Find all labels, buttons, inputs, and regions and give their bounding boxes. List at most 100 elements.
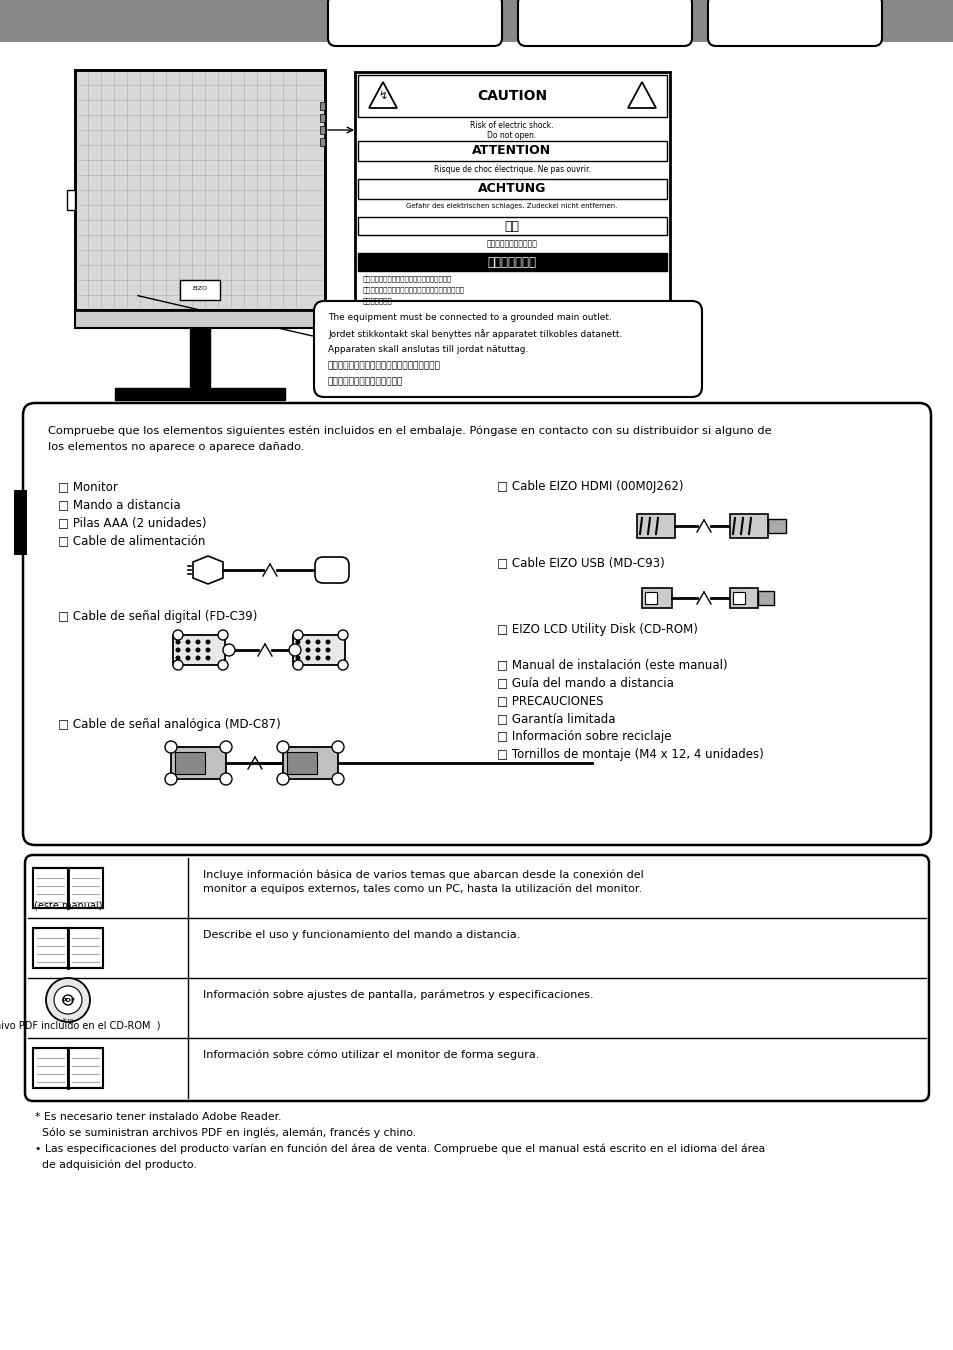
Circle shape (218, 630, 228, 640)
Bar (75, 70, 325, 311)
Circle shape (332, 774, 344, 784)
Text: 有触电危险。请勿打开。: 有触电危险。请勿打开。 (486, 239, 537, 248)
Bar (115, 387, 285, 400)
Circle shape (54, 986, 82, 1014)
Bar (767, 518, 785, 533)
Circle shape (185, 640, 191, 644)
Bar (180, 279, 220, 300)
Circle shape (195, 640, 200, 644)
Text: サービスマン以外の方は蓋のたを避けないでく: サービスマン以外の方は蓋のたを避けないでく (363, 275, 452, 282)
Bar (732, 593, 744, 603)
Text: □ Información sobre reciclaje: □ Información sobre reciclaje (497, 730, 671, 742)
Circle shape (46, 977, 90, 1022)
Text: ると危険です。: ると危険です。 (363, 297, 393, 304)
Text: Información sobre cómo utilizar el monitor de forma segura.: Información sobre cómo utilizar el monit… (203, 1050, 538, 1061)
Bar (0, 0, 953, 42)
Bar (644, 593, 657, 603)
Circle shape (295, 648, 300, 652)
Bar (33, 868, 68, 909)
Bar (190, 328, 210, 387)
Text: ATTENTION: ATTENTION (472, 144, 551, 158)
Circle shape (185, 656, 191, 660)
Text: □ Cable de señal digital (FD-C39): □ Cable de señal digital (FD-C39) (58, 610, 257, 622)
Bar (357, 76, 666, 117)
Text: 電源コードのアースは必ず接地してください。: 電源コードのアースは必ず接地してください。 (328, 360, 440, 370)
Bar (637, 514, 675, 539)
Circle shape (293, 660, 303, 670)
Bar (641, 589, 671, 608)
Text: (este manual): (este manual) (33, 900, 102, 910)
Bar (319, 113, 325, 122)
Bar (283, 747, 337, 779)
FancyBboxPatch shape (328, 0, 501, 46)
Text: 这设备必须连接至接地主插座。: 这设备必须连接至接地主插座。 (328, 377, 403, 386)
Circle shape (63, 995, 73, 1004)
Text: 小心: 小心 (504, 220, 519, 232)
Text: Do not open.: Do not open. (487, 131, 536, 140)
Text: Describe el uso y funcionamiento del mando a distancia.: Describe el uso y funcionamiento del man… (203, 930, 519, 940)
Bar (174, 752, 205, 774)
Circle shape (185, 648, 191, 652)
Text: □ Garantía limitada: □ Garantía limitada (497, 711, 615, 725)
Text: Sólo se suministran archivos PDF en inglés, alemán, francés y chino.: Sólo se suministran archivos PDF en ingl… (35, 1129, 416, 1138)
Text: ださい。内部には異電圧部分が数多くあり、アーかわ: ださい。内部には異電圧部分が数多くあり、アーかわ (363, 286, 464, 293)
Bar (319, 138, 325, 146)
Polygon shape (369, 82, 396, 108)
Text: Gefahr des elektrischen schlages. Zudeckel nicht entfernen.: Gefahr des elektrischen schlages. Zudeck… (406, 202, 617, 209)
Text: Información sobre ajustes de pantalla, parámetros y especificaciones.: Información sobre ajustes de pantalla, p… (203, 990, 593, 1000)
Circle shape (295, 656, 300, 660)
Bar (357, 140, 666, 161)
Circle shape (337, 630, 348, 640)
Circle shape (175, 648, 180, 652)
Text: □ Monitor: □ Monitor (58, 481, 118, 493)
Bar (68, 927, 103, 968)
Text: □ EIZO LCD Utility Disk (CD-ROM): □ EIZO LCD Utility Disk (CD-ROM) (497, 622, 698, 636)
Circle shape (220, 774, 232, 784)
Circle shape (337, 660, 348, 670)
Bar (75, 310, 325, 328)
Circle shape (205, 648, 211, 652)
Circle shape (218, 660, 228, 670)
Circle shape (205, 640, 211, 644)
Text: Acro: Acro (62, 1018, 74, 1023)
Polygon shape (627, 82, 656, 108)
FancyBboxPatch shape (314, 558, 349, 583)
Circle shape (276, 774, 289, 784)
Circle shape (195, 648, 200, 652)
Text: ACHTUNG: ACHTUNG (477, 182, 546, 196)
Text: Risque de choc électrique. Ne pas ouvrir.: Risque de choc électrique. Ne pas ouvrir… (433, 165, 590, 174)
Circle shape (315, 640, 320, 644)
Text: □ Guía del mando a distancia: □ Guía del mando a distancia (497, 676, 673, 688)
FancyBboxPatch shape (707, 0, 882, 46)
Bar (758, 591, 773, 605)
Bar (319, 126, 325, 134)
Text: • Las especificaciones del producto varían en función del área de venta. Comprue: • Las especificaciones del producto varí… (35, 1143, 764, 1154)
Text: ↯: ↯ (378, 90, 387, 101)
Circle shape (325, 648, 330, 652)
FancyBboxPatch shape (25, 855, 928, 1102)
Bar (172, 634, 225, 666)
Circle shape (220, 741, 232, 753)
Circle shape (305, 656, 310, 660)
Text: (archivo PDF incluido en el CD-ROM  ): (archivo PDF incluido en el CD-ROM ) (0, 1021, 160, 1030)
Bar (68, 868, 103, 909)
Text: PDF: PDF (61, 998, 75, 1003)
Text: Risk of electric shock.: Risk of electric shock. (470, 122, 553, 130)
Circle shape (295, 640, 300, 644)
Text: los elementos no aparece o aparece dañado.: los elementos no aparece o aparece dañad… (48, 441, 304, 452)
Circle shape (165, 774, 177, 784)
Bar (357, 252, 666, 271)
Bar (75, 70, 325, 311)
Text: Apparaten skall anslutas till jordat nätuttag.: Apparaten skall anslutas till jordat nät… (328, 346, 528, 354)
Text: □ Tornillos de montaje (M4 x 12, 4 unidades): □ Tornillos de montaje (M4 x 12, 4 unida… (497, 748, 763, 761)
Text: □ Pilas AAA (2 unidades): □ Pilas AAA (2 unidades) (58, 516, 206, 529)
Circle shape (305, 648, 310, 652)
Bar (729, 589, 758, 608)
Circle shape (175, 640, 180, 644)
Text: Compruebe que los elementos siguientes estén incluidos en el embalaje. Póngase e: Compruebe que los elementos siguientes e… (48, 427, 771, 436)
Circle shape (325, 656, 330, 660)
Polygon shape (100, 0, 310, 42)
Circle shape (293, 630, 303, 640)
Text: □ Cable de señal analógica (MD-C87): □ Cable de señal analógica (MD-C87) (58, 718, 280, 730)
Circle shape (325, 640, 330, 644)
